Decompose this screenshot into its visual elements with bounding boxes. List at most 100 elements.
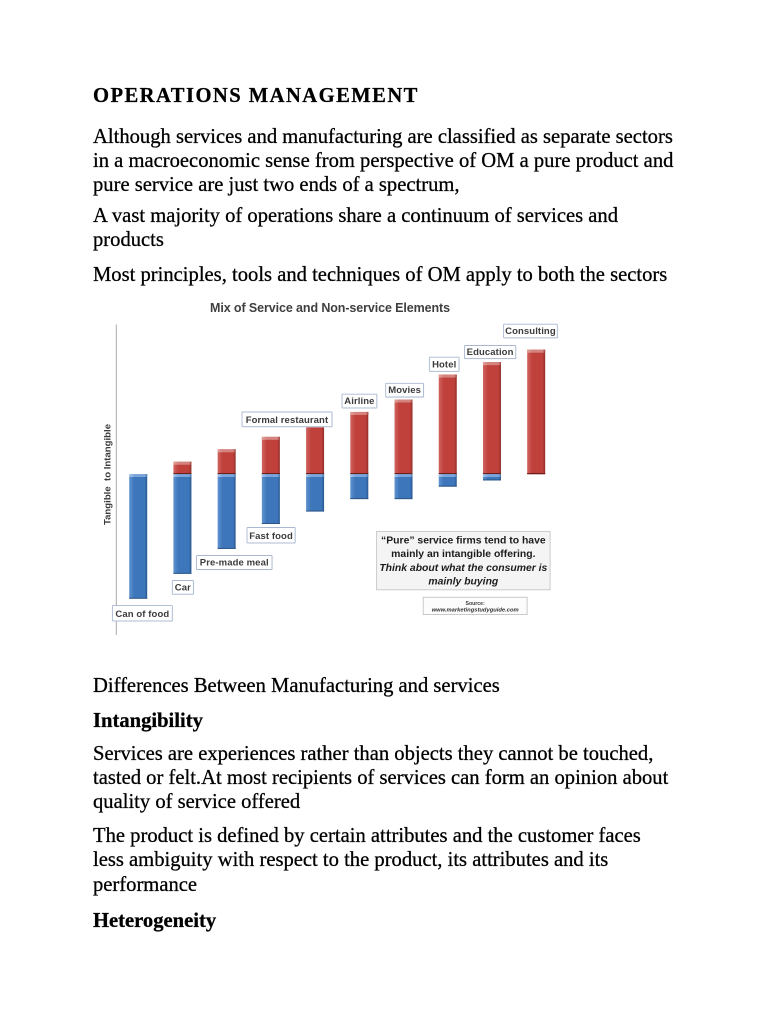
paragraph-differences: Differences Between Manufacturing and se… xyxy=(93,675,500,698)
bar-movies xyxy=(394,399,413,500)
bar-segment-tangible xyxy=(350,474,369,500)
paragraph-services: Services are experiences rather than obj… xyxy=(93,742,669,813)
bar-segment-tangible-cap xyxy=(217,474,236,477)
paragraph-principles: Most principles, tools and techniques of… xyxy=(93,264,668,287)
bar-segment-intangible-edge xyxy=(173,473,192,475)
bar-segment-tangible-cap xyxy=(394,474,413,477)
source-box xyxy=(422,596,528,616)
category-label-box xyxy=(196,555,273,570)
bar-segment-tangible-edge xyxy=(261,523,280,524)
category-label: Movies xyxy=(388,385,421,396)
paragraph-product: The product is defined by certain attrib… xyxy=(93,825,641,896)
category-label: Consulting xyxy=(505,326,556,337)
category-label-box xyxy=(171,580,194,595)
category-label-box xyxy=(503,323,558,339)
bar-segment-tangible-edge xyxy=(350,498,369,500)
bar-segment-intangible-edge xyxy=(527,473,546,475)
annotation-line-italic: Think about what the consumer is xyxy=(379,563,547,574)
category-label-box xyxy=(111,605,173,622)
bar-segment-intangible xyxy=(350,411,369,475)
bar-segment-intangible-edge xyxy=(261,473,280,475)
bar-can-of-food xyxy=(129,474,148,599)
bar-segment-intangible xyxy=(173,461,192,475)
bar-segment-tangible-edge xyxy=(306,510,325,512)
bar-segment-intangible xyxy=(394,399,413,475)
bar-fast-food xyxy=(261,436,280,524)
stacked-bar-chart: Mix of Service and Non-service Elements T… xyxy=(100,295,570,640)
bar-segment-tangible-cap xyxy=(438,474,457,477)
annotation-line: mainly an intangible offering. xyxy=(391,549,535,560)
annotation-box xyxy=(376,530,551,591)
bar-pre-made-meal xyxy=(217,449,236,549)
bar-segment-tangible-cap xyxy=(173,474,192,477)
bar-segment-intangible-edge xyxy=(350,473,369,475)
bar-segment-tangible-cap xyxy=(129,474,148,477)
heading-heterogeneity: Heterogeneity xyxy=(93,909,217,932)
bar-formal-restaurant xyxy=(306,424,325,512)
bar-segment-intangible-cap xyxy=(350,411,369,415)
source-label: Source: xyxy=(465,601,485,607)
category-label: Car xyxy=(175,582,191,593)
category-label: Education xyxy=(467,347,514,358)
bar-segment-tangible-cap xyxy=(482,474,501,477)
bar-segment-intangible-edge xyxy=(217,473,236,475)
bar-segment-tangible-edge xyxy=(217,547,236,549)
bar-segment-tangible-edge xyxy=(394,498,413,500)
source-url-text: www.marketingstudyguide.com xyxy=(432,608,519,614)
category-label-box xyxy=(341,393,378,409)
category-label-box xyxy=(464,345,517,360)
bar-segment-tangible xyxy=(129,474,148,599)
bar-segment-tangible-edge xyxy=(129,597,148,599)
category-label: Can of food xyxy=(115,609,169,620)
page-title: OPERATIONS MANAGEMENT xyxy=(93,85,419,107)
bar-airline xyxy=(350,411,369,500)
category-label: Formal restaurant xyxy=(246,415,329,426)
paragraph-intro: Although services and manufacturing are … xyxy=(93,125,674,197)
bar-segment-intangible xyxy=(217,449,236,475)
annotation-line-italic: mainly buying xyxy=(428,576,499,587)
bar-segment-tangible xyxy=(261,474,280,524)
bar-segment-intangible-cap xyxy=(261,436,280,440)
bar-segment-tangible-cap xyxy=(306,474,325,477)
bar-segment-intangible-cap xyxy=(438,374,457,378)
bar-segment-intangible-cap xyxy=(173,461,192,465)
annotation-line: “Pure” service firms tend to have xyxy=(381,536,546,547)
bar-car xyxy=(173,461,192,574)
bar-consulting xyxy=(527,349,546,475)
bar-segment-intangible-edge xyxy=(394,473,413,475)
bar-segment-tangible xyxy=(217,474,236,549)
bar-segment-tangible-edge xyxy=(438,485,457,487)
category-label: Pre-made meal xyxy=(200,558,269,569)
category-label: Airline xyxy=(344,396,374,407)
bar-segment-intangible xyxy=(306,424,325,475)
category-label: Hotel xyxy=(432,360,456,371)
bar-segment-intangible-cap xyxy=(482,362,501,366)
bar-education xyxy=(482,362,501,481)
bar-segment-intangible-edge xyxy=(306,473,325,475)
bar-segment-intangible-cap xyxy=(527,349,546,353)
bar-segment-tangible-cap xyxy=(261,474,280,477)
bar-segment-intangible-cap xyxy=(217,449,236,453)
category-label: Fast food xyxy=(249,531,293,542)
bar-segment-tangible-cap xyxy=(350,474,369,477)
chart-title: Mix of Service and Non-service Elements xyxy=(210,301,450,315)
bar-segment-intangible xyxy=(527,349,546,475)
bar-segment-tangible xyxy=(306,474,325,512)
bar-segment-intangible xyxy=(261,436,280,475)
bar-segment-intangible xyxy=(482,362,501,475)
bar-segment-tangible xyxy=(482,474,501,481)
category-label-box xyxy=(428,356,460,372)
bar-segment-tangible-edge xyxy=(173,572,192,574)
heading-intangibility: Intangibility xyxy=(93,710,203,732)
chart-figure: Mix of Service and Non-service Elements T… xyxy=(100,295,570,640)
bar-segment-tangible-edge xyxy=(482,479,501,481)
y-axis-title: Tangible to Intangible xyxy=(102,424,113,525)
bar-segment-tangible xyxy=(438,474,457,487)
bar-segment-tangible xyxy=(173,474,192,574)
category-label-box xyxy=(246,527,296,544)
category-label-box xyxy=(385,382,424,398)
bar-segment-intangible-edge xyxy=(482,473,501,475)
bar-segment-tangible xyxy=(394,474,413,500)
bar-segment-intangible-cap xyxy=(394,399,413,403)
